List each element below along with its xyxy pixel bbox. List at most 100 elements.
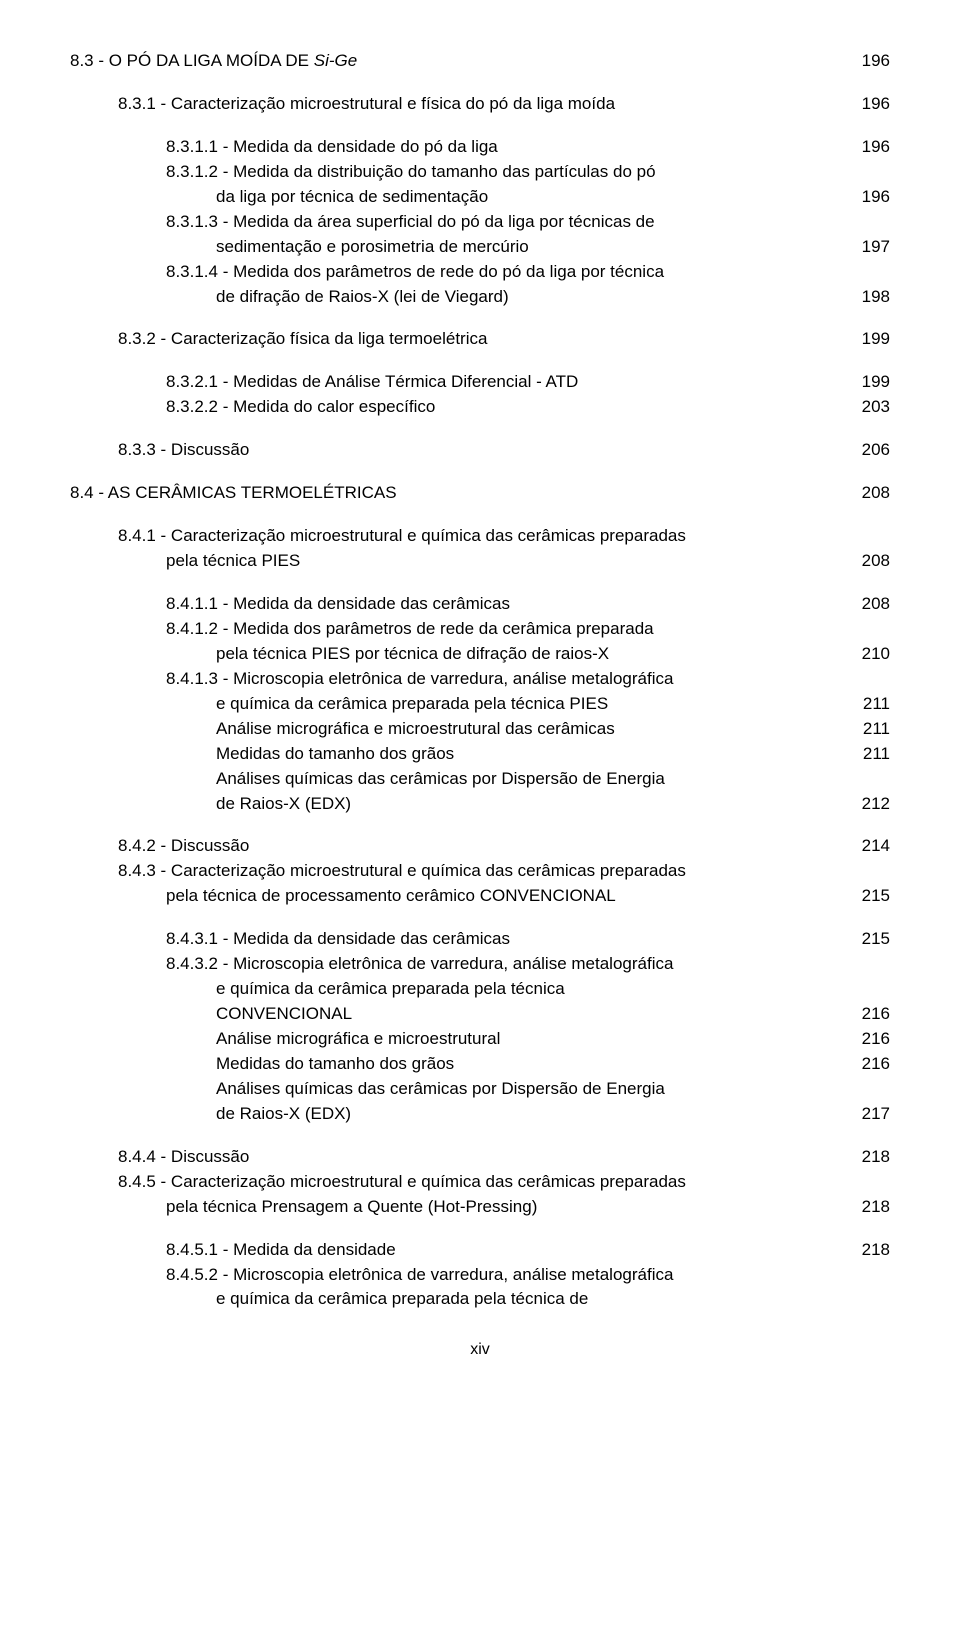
toc-entry-label: pela técnica Prensagem a Quente (Hot-Pre… xyxy=(166,1196,850,1219)
toc-entry: 8.4.1.1 - Medida da densidade das cerâmi… xyxy=(70,593,890,616)
toc-entry-page: 211 xyxy=(850,693,890,716)
toc-entry-page: 216 xyxy=(850,1003,890,1026)
spacer xyxy=(70,1128,890,1146)
toc-entry: 8.4.1 - Caracterização microestrutural e… xyxy=(70,525,890,548)
toc-entry-page: 208 xyxy=(850,482,890,505)
toc-entry: 8.4.1.2 - Medida dos parâmetros de rede … xyxy=(70,618,890,641)
toc-entry-label: 8.4.3 - Caracterização microestrutural e… xyxy=(118,860,850,883)
toc-entry-label: 8.3.3 - Discussão xyxy=(118,439,850,462)
toc-entry-label: 8.3.1.2 - Medida da distribuição do tama… xyxy=(166,161,850,184)
toc-entry: da liga por técnica de sedimentação196 xyxy=(70,186,890,209)
toc-entry-label: e química da cerâmica preparada pela téc… xyxy=(216,1288,850,1311)
toc-entry-label: pela técnica PIES por técnica de difraçã… xyxy=(216,643,850,666)
toc-entry: 8.3.1 - Caracterização microestrutural e… xyxy=(70,93,890,116)
toc-entry-label: 8.3.2.1 - Medidas de Análise Térmica Dif… xyxy=(166,371,850,394)
spacer xyxy=(70,1221,890,1239)
toc-entry-label: Medidas do tamanho dos grãos xyxy=(216,1053,850,1076)
toc-entry: pela técnica Prensagem a Quente (Hot-Pre… xyxy=(70,1196,890,1219)
toc-entry-page: 199 xyxy=(850,328,890,351)
toc-entry-label: 8.4.1.3 - Microscopia eletrônica de varr… xyxy=(166,668,850,691)
toc-entry-label: 8.4.3.2 - Microscopia eletrônica de varr… xyxy=(166,953,850,976)
toc-entry-page: 198 xyxy=(850,286,890,309)
toc-entry-label: sedimentação e porosimetria de mercúrio xyxy=(216,236,850,259)
toc-entry: pela técnica PIES por técnica de difraçã… xyxy=(70,643,890,666)
toc-entry-label: Análise micrográfica e microestrutural xyxy=(216,1028,850,1051)
toc-entry: 8.3.3 - Discussão206 xyxy=(70,439,890,462)
toc-entry: 8.4.5 - Caracterização microestrutural e… xyxy=(70,1171,890,1194)
toc-entry: 8.4.3.2 - Microscopia eletrônica de varr… xyxy=(70,953,890,976)
spacer xyxy=(70,910,890,928)
toc-entry: de Raios-X (EDX)212 xyxy=(70,793,890,816)
toc-entry: 8.4.3 - Caracterização microestrutural e… xyxy=(70,860,890,883)
toc-entry: e química da cerâmica preparada pela téc… xyxy=(70,1288,890,1311)
spacer xyxy=(70,817,890,835)
toc-entry-page: 218 xyxy=(850,1196,890,1219)
toc-entry-page: 214 xyxy=(850,835,890,858)
spacer xyxy=(70,118,890,136)
table-of-contents: 8.3 - O PÓ DA LIGA MOÍDA DE Si-Ge1968.3.… xyxy=(70,50,890,1311)
toc-entry-label: pela técnica PIES xyxy=(166,550,850,573)
toc-entry-label: CONVENCIONAL xyxy=(216,1003,850,1026)
toc-entry: de Raios-X (EDX)217 xyxy=(70,1103,890,1126)
toc-entry: 8.4.5.2 - Microscopia eletrônica de varr… xyxy=(70,1264,890,1287)
toc-entry: e química da cerâmica preparada pela téc… xyxy=(70,978,890,1001)
toc-entry-label: 8.4.5.1 - Medida da densidade xyxy=(166,1239,850,1262)
toc-entry: pela técnica PIES208 xyxy=(70,550,890,573)
toc-entry-page: 212 xyxy=(850,793,890,816)
toc-entry-page: 216 xyxy=(850,1053,890,1076)
spacer xyxy=(70,75,890,93)
spacer xyxy=(70,575,890,593)
toc-entry-label: 8.4.3.1 - Medida da densidade das cerâmi… xyxy=(166,928,850,951)
toc-entry-label: e química da cerâmica preparada pela téc… xyxy=(216,978,850,1001)
toc-entry: Medidas do tamanho dos grãos211 xyxy=(70,743,890,766)
toc-entry-label: pela técnica de processamento cerâmico C… xyxy=(166,885,850,908)
toc-entry-label: 8.3 - O PÓ DA LIGA MOÍDA DE Si-Ge xyxy=(70,50,850,73)
toc-entry: pela técnica de processamento cerâmico C… xyxy=(70,885,890,908)
toc-entry-label: 8.4.1 - Caracterização microestrutural e… xyxy=(118,525,850,548)
toc-entry: Análises químicas das cerâmicas por Disp… xyxy=(70,1078,890,1101)
toc-entry-page: 203 xyxy=(850,396,890,419)
page-footer-number: xiv xyxy=(70,1341,890,1359)
toc-entry: 8.4.3.1 - Medida da densidade das cerâmi… xyxy=(70,928,890,951)
spacer xyxy=(70,464,890,482)
toc-entry: CONVENCIONAL216 xyxy=(70,1003,890,1026)
toc-entry: Análise micrográfica e microestrutural21… xyxy=(70,1028,890,1051)
toc-entry-label: 8.3.1 - Caracterização microestrutural e… xyxy=(118,93,850,116)
toc-entry-page: 218 xyxy=(850,1239,890,1262)
toc-entry-page: 211 xyxy=(850,718,890,741)
toc-entry-page: 210 xyxy=(850,643,890,666)
toc-entry-label: 8.4.4 - Discussão xyxy=(118,1146,850,1169)
toc-entry: Análises químicas das cerâmicas por Disp… xyxy=(70,768,890,791)
toc-entry-label: de difração de Raios-X (lei de Viegard) xyxy=(216,286,850,309)
toc-entry: Análise micrográfica e microestrutural d… xyxy=(70,718,890,741)
toc-entry: 8.4.5.1 - Medida da densidade218 xyxy=(70,1239,890,1262)
toc-entry: 8.4.1.3 - Microscopia eletrônica de varr… xyxy=(70,668,890,691)
toc-entry-label: da liga por técnica de sedimentação xyxy=(216,186,850,209)
toc-entry-page: 199 xyxy=(850,371,890,394)
toc-entry: e química da cerâmica preparada pela téc… xyxy=(70,693,890,716)
toc-entry-label: Análises químicas das cerâmicas por Disp… xyxy=(216,1078,850,1101)
toc-entry: 8.3.2.1 - Medidas de Análise Térmica Dif… xyxy=(70,371,890,394)
toc-entry: sedimentação e porosimetria de mercúrio1… xyxy=(70,236,890,259)
toc-entry-label: 8.3.1.4 - Medida dos parâmetros de rede … xyxy=(166,261,850,284)
toc-entry-label: 8.4 - AS CERÂMICAS TERMOELÉTRICAS xyxy=(70,482,850,505)
toc-entry-label: 8.3.1.1 - Medida da densidade do pó da l… xyxy=(166,136,850,159)
toc-entry-page: 218 xyxy=(850,1146,890,1169)
toc-entry-page: 197 xyxy=(850,236,890,259)
toc-entry-label: Análises químicas das cerâmicas por Disp… xyxy=(216,768,850,791)
toc-entry-label: 8.3.1.3 - Medida da área superficial do … xyxy=(166,211,850,234)
toc-entry: 8.3.1.4 - Medida dos parâmetros de rede … xyxy=(70,261,890,284)
toc-entry: 8.3 - O PÓ DA LIGA MOÍDA DE Si-Ge196 xyxy=(70,50,890,73)
toc-entry: de difração de Raios-X (lei de Viegard)1… xyxy=(70,286,890,309)
toc-entry: 8.3.2 - Caracterização física da liga te… xyxy=(70,328,890,351)
toc-entry-page: 208 xyxy=(850,593,890,616)
toc-entry-label: de Raios-X (EDX) xyxy=(216,1103,850,1126)
toc-entry-page: 215 xyxy=(850,885,890,908)
toc-entry-label: 8.4.1.1 - Medida da densidade das cerâmi… xyxy=(166,593,850,616)
toc-entry-page: 206 xyxy=(850,439,890,462)
toc-entry-page: 196 xyxy=(850,93,890,116)
toc-entry-page: 196 xyxy=(850,186,890,209)
toc-entry-page: 196 xyxy=(850,136,890,159)
spacer xyxy=(70,353,890,371)
toc-entry-label: 8.3.2 - Caracterização física da liga te… xyxy=(118,328,850,351)
